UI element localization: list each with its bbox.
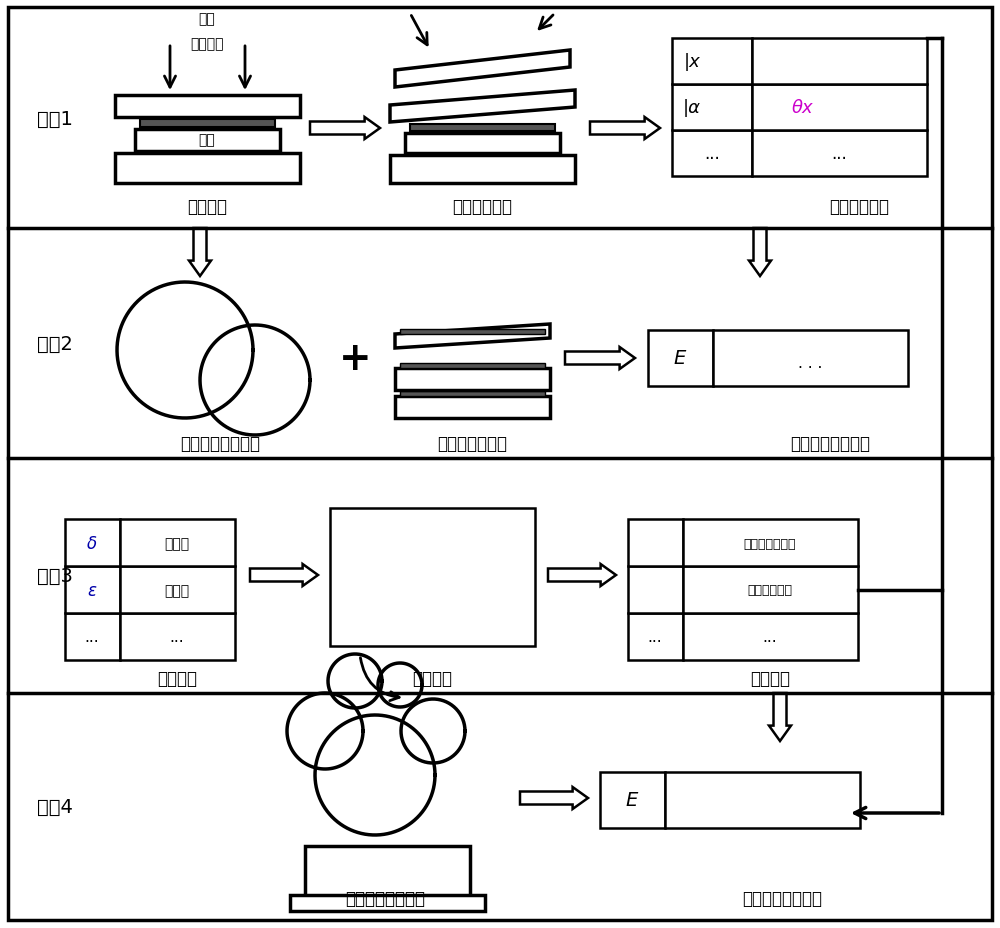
Bar	[410, 125, 555, 132]
Bar	[600, 772, 665, 828]
Text: 静压转台受载: 静压转台受载	[452, 198, 512, 216]
Bar	[65, 520, 120, 566]
Text: 角变换: 角变换	[164, 584, 190, 598]
Text: 转台台面: 转台台面	[190, 37, 224, 51]
Bar	[683, 566, 858, 613]
Text: 静压机床拓扑结构: 静压机床拓扑结构	[345, 889, 425, 907]
Bar	[120, 613, 235, 661]
Text: ...: ...	[648, 630, 662, 645]
Bar	[752, 131, 927, 177]
Bar	[135, 130, 280, 152]
Bar	[672, 131, 752, 177]
Bar	[672, 39, 752, 84]
Text: 静压转台拓扑结构: 静压转台拓扑结构	[180, 434, 260, 453]
Polygon shape	[390, 91, 575, 122]
Text: |x: |x	[684, 53, 700, 71]
Bar	[65, 613, 120, 661]
Text: 步骤2: 步骤2	[37, 334, 73, 354]
Text: θx: θx	[791, 99, 813, 117]
Text: |α: |α	[683, 99, 701, 117]
Text: ...: ...	[763, 630, 777, 645]
Text: 步骤1: 步骤1	[37, 110, 73, 128]
Bar	[400, 364, 545, 368]
Polygon shape	[189, 229, 211, 277]
Bar	[330, 509, 535, 646]
Bar	[140, 120, 275, 128]
Bar	[628, 613, 683, 661]
Text: 基座: 基座	[199, 133, 215, 147]
Bar	[683, 520, 858, 566]
Text: . . .: . . .	[798, 355, 822, 370]
Bar	[400, 329, 545, 335]
Bar	[290, 895, 485, 911]
Polygon shape	[565, 348, 635, 369]
Text: 运动副单位旋量: 运动副单位旋量	[744, 537, 796, 550]
Bar	[305, 846, 470, 898]
Text: 旋量矩阵指数: 旋量矩阵指数	[748, 584, 792, 597]
Polygon shape	[769, 693, 791, 741]
Bar	[390, 156, 575, 184]
Text: ...: ...	[85, 630, 99, 645]
Bar	[752, 84, 927, 131]
Bar	[400, 392, 545, 396]
Text: +: +	[339, 340, 371, 378]
Bar	[65, 566, 120, 613]
Bar	[120, 520, 235, 566]
Bar	[395, 396, 550, 419]
Polygon shape	[395, 51, 570, 88]
Text: 静压转台误差模型: 静压转台误差模型	[790, 434, 870, 453]
Polygon shape	[548, 564, 616, 586]
Polygon shape	[590, 118, 660, 140]
Text: 运动关系: 运动关系	[157, 669, 197, 688]
Text: δ: δ	[87, 535, 97, 552]
Text: ε: ε	[88, 581, 97, 599]
Bar	[628, 520, 683, 566]
Bar	[628, 566, 683, 613]
Bar	[648, 330, 713, 387]
Bar	[115, 96, 300, 118]
Polygon shape	[310, 118, 380, 140]
Text: E: E	[626, 791, 638, 809]
Text: 指数矩阵: 指数矩阵	[750, 669, 790, 688]
Text: ...: ...	[704, 145, 720, 162]
Text: 静压转台: 静压转台	[187, 198, 227, 216]
Bar	[665, 772, 860, 828]
Text: ...: ...	[831, 145, 847, 162]
Bar	[672, 84, 752, 131]
Bar	[713, 330, 908, 387]
Polygon shape	[250, 564, 318, 586]
Bar	[115, 154, 300, 184]
Polygon shape	[520, 787, 588, 809]
Bar	[120, 566, 235, 613]
Text: 载荷误差辨识: 载荷误差辨识	[829, 198, 889, 216]
Text: ...: ...	[170, 630, 184, 645]
Text: E: E	[674, 349, 686, 368]
Text: 静压转台误差项: 静压转台误差项	[437, 434, 507, 453]
Text: 载荷: 载荷	[199, 12, 215, 26]
Text: 伴随变换: 伴随变换	[412, 669, 452, 688]
Text: 线变换: 线变换	[164, 536, 190, 550]
Polygon shape	[749, 229, 771, 277]
Bar	[395, 368, 550, 391]
Text: 步骤3: 步骤3	[37, 566, 73, 585]
Polygon shape	[395, 325, 550, 349]
Text: 静压机床误差模型: 静压机床误差模型	[742, 889, 822, 907]
Bar	[752, 39, 927, 84]
Bar	[683, 613, 858, 661]
Bar	[405, 134, 560, 154]
Text: 步骤4: 步骤4	[37, 796, 73, 816]
